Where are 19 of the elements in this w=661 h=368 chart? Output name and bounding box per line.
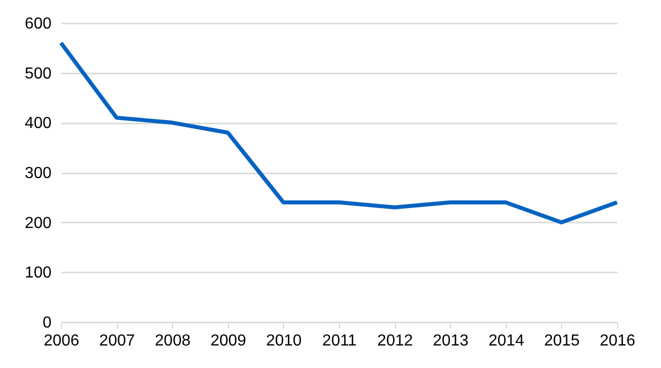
y-tick-label: 0 <box>42 314 52 332</box>
y-tick-label: 500 <box>24 65 52 82</box>
x-tick-label: 2012 <box>377 332 413 350</box>
x-tick-label: 2009 <box>210 332 246 350</box>
y-tick-label: 600 <box>24 16 52 32</box>
x-tick-label: 2007 <box>99 332 135 350</box>
x-tick-label: 2015 <box>544 332 580 350</box>
line-series <box>59 40 619 224</box>
y-tick-label: 300 <box>24 165 52 182</box>
x-tick-label: 2006 <box>44 332 80 350</box>
y-tick-label: 400 <box>24 115 52 132</box>
y-tick-label: 100 <box>24 264 52 282</box>
x-tick-label: 2013 <box>432 332 469 350</box>
x-tick-label: 2014 <box>488 332 524 350</box>
y-tick-label: 200 <box>24 214 52 232</box>
x-tick-label: 2011 <box>322 332 357 350</box>
x-tick-label: 2008 <box>154 332 191 350</box>
x-tick-label: 2010 <box>266 332 302 350</box>
x-tick-label: 2016 <box>600 332 636 350</box>
